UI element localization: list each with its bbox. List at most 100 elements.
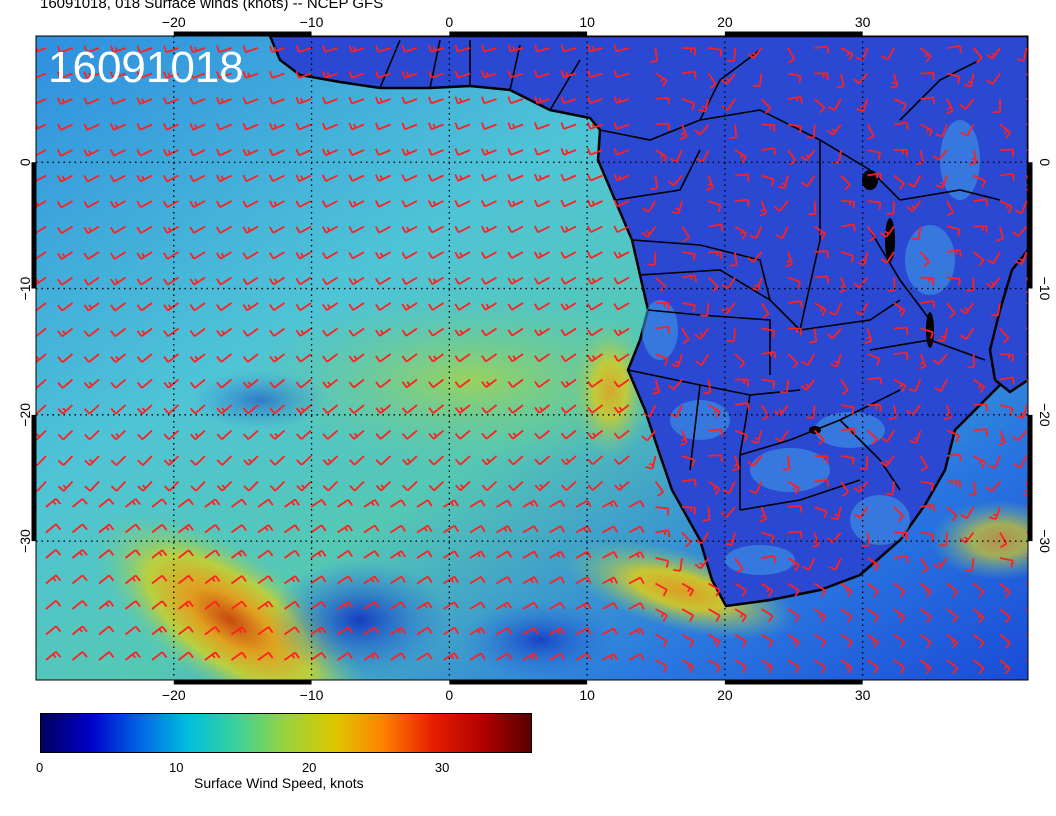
wind-barb [348, 404, 365, 414]
wind-barb [893, 506, 904, 522]
wind-barb [907, 175, 922, 188]
wind-barb [993, 98, 1001, 113]
wind-barb [507, 96, 524, 105]
wind-barb [163, 480, 180, 492]
wind-barb [602, 601, 619, 610]
wind-barb [83, 71, 100, 80]
wind-barb [36, 429, 47, 441]
wind-barb [946, 659, 959, 675]
wind-barb [454, 44, 471, 53]
wind-barb [628, 576, 645, 585]
wind-barb [242, 122, 259, 131]
wind-barb [829, 302, 842, 316]
wind-barb [84, 455, 100, 466]
wind-barb [827, 98, 842, 112]
wind-barb [189, 174, 206, 183]
wind-barb [57, 327, 74, 338]
wind-barb [136, 148, 153, 157]
wind-barb [613, 70, 630, 79]
wind-barb [866, 429, 878, 446]
wind-barb [230, 549, 247, 559]
wind-barb [401, 225, 418, 234]
wind-barb [390, 601, 406, 610]
wind-barb [840, 223, 856, 232]
wind-barb [587, 147, 603, 156]
wind-barb [587, 70, 603, 79]
wind-barb [920, 300, 936, 308]
wind-barb [416, 524, 433, 534]
wind-barb [774, 430, 789, 443]
wind-barb [522, 627, 539, 636]
wind-barb [98, 651, 115, 661]
wind-barb [110, 353, 127, 363]
wind-barb [136, 123, 153, 131]
wind-barb [920, 531, 935, 542]
wind-barb [534, 44, 550, 53]
wind-barb [747, 47, 763, 59]
wind-barb [454, 225, 471, 234]
wind-barb [190, 429, 206, 440]
wind-barb [855, 47, 869, 61]
wind-barb [667, 174, 683, 187]
wind-barb [560, 96, 577, 104]
wind-barb [57, 378, 74, 389]
wind-barb [295, 96, 312, 105]
wind-barb [83, 378, 100, 389]
wind-barb [857, 251, 869, 266]
wind-barb [321, 174, 338, 182]
wind-barb [867, 404, 882, 413]
wind-barb [999, 200, 1013, 214]
wind-barb [481, 302, 497, 311]
wind-barb [480, 174, 497, 182]
wind-barb [560, 173, 577, 182]
wind-barb [655, 302, 670, 311]
map-title: 16091018, 018 Surface winds (knots) -- N… [40, 0, 384, 12]
wind-barb [162, 174, 179, 183]
wind-barb [427, 200, 444, 208]
wind-barb [242, 404, 259, 415]
wind-barb [946, 302, 956, 319]
wind-barb [375, 404, 392, 414]
wind-barb [189, 225, 206, 234]
wind-barb [57, 455, 74, 466]
wind-barb [919, 582, 932, 598]
wind-barb [946, 200, 954, 217]
wind-barb [946, 98, 954, 115]
wind-barb [428, 44, 444, 53]
wind-barb [734, 608, 747, 623]
wind-barb [124, 651, 141, 661]
wind-barb [189, 97, 206, 105]
wind-barb [321, 251, 338, 260]
wind-barb [893, 326, 909, 335]
wind-barb [322, 429, 339, 440]
wind-barb [814, 633, 827, 649]
wind-barb [1016, 47, 1028, 62]
wind-barb [761, 608, 774, 623]
wind-barb [507, 148, 524, 156]
wind-barb [602, 576, 619, 585]
wind-barb [1016, 404, 1028, 419]
wind-barb [708, 200, 722, 213]
wind-barb [702, 506, 711, 522]
wind-barb [575, 627, 592, 636]
wind-barb [110, 327, 127, 338]
wind-barb [655, 325, 671, 334]
wind-barb [416, 499, 433, 508]
wind-barb [84, 404, 100, 415]
wind-barb [98, 625, 115, 636]
wind-barb [522, 550, 539, 559]
wind-barb [654, 276, 666, 293]
wind-barb [363, 652, 380, 661]
wind-barb [560, 225, 577, 234]
wind-barb [747, 251, 763, 263]
wind-barb [681, 633, 695, 648]
wind-barb [322, 70, 338, 79]
wind-barb [269, 429, 286, 440]
wind-barb [720, 506, 736, 518]
wind-barb [828, 557, 842, 571]
calm-patch-1 [270, 560, 450, 680]
wind-barb [960, 506, 975, 519]
wind-barb [893, 531, 908, 540]
wind-barb [428, 122, 444, 131]
wind-barb [806, 404, 816, 419]
